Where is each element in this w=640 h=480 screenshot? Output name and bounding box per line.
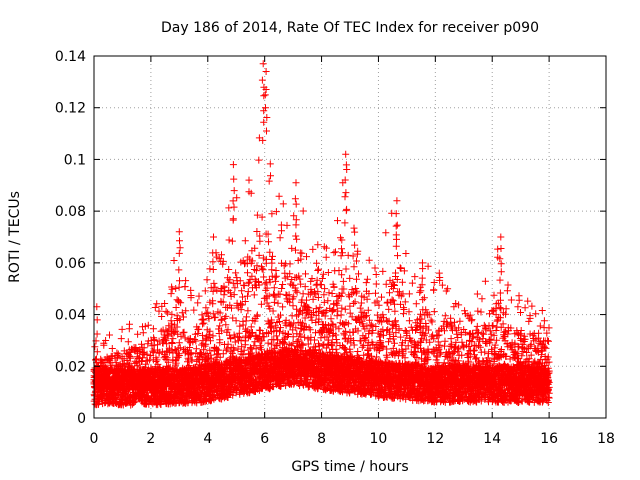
data-point	[98, 357, 106, 365]
data-point	[91, 343, 99, 351]
data-point	[112, 394, 120, 402]
data-point	[108, 345, 116, 352]
data-point	[102, 337, 110, 344]
data-points	[90, 60, 553, 409]
data-point	[106, 331, 113, 339]
